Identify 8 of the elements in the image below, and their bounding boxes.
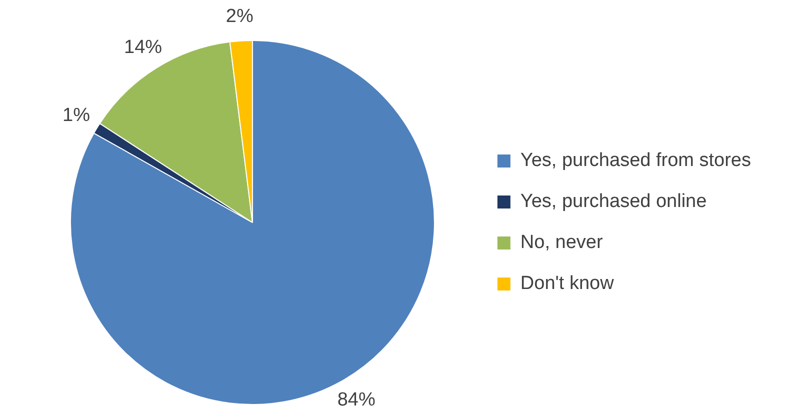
data-label: 2% xyxy=(226,6,254,28)
legend-label: Don't know xyxy=(520,273,614,294)
data-label: 1% xyxy=(62,105,90,126)
legend-label: Yes, purchased online xyxy=(520,191,707,212)
data-label: 84% xyxy=(337,390,376,411)
legend-label: No, never xyxy=(520,232,604,254)
data-label: 14% xyxy=(124,37,162,58)
legend-label: Yes, purchased from stores xyxy=(520,150,752,172)
